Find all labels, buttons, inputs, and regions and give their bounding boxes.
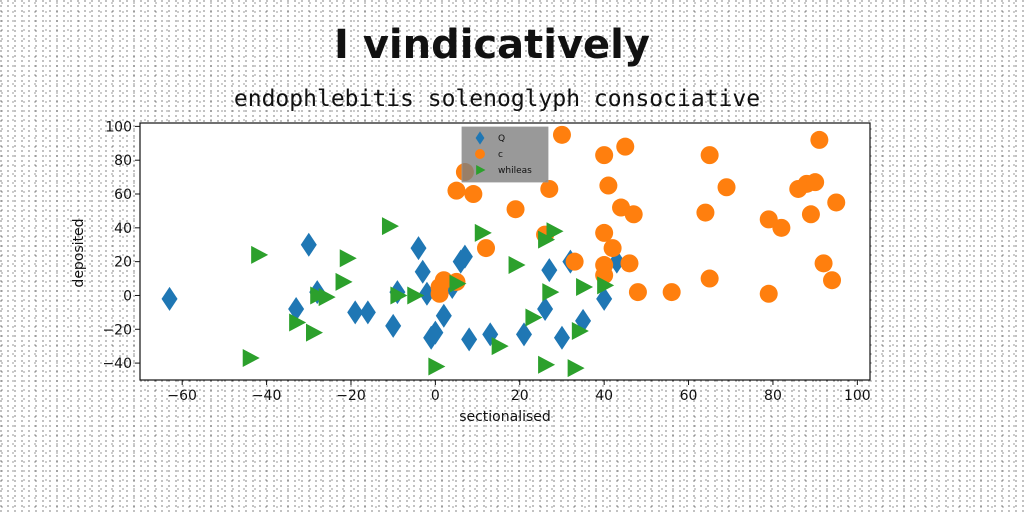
y-tick-label: 80 <box>114 153 132 169</box>
y-axis-ticks: −40 −20 0 20 40 60 80 100 <box>102 119 140 372</box>
data-point <box>772 219 790 237</box>
legend-label: Q <box>498 134 505 144</box>
data-point <box>806 173 824 191</box>
legend-label: c <box>498 150 503 160</box>
legend-label: whileas <box>498 166 532 176</box>
data-point <box>595 224 613 242</box>
y-tick-label: 100 <box>105 119 132 135</box>
data-point <box>595 256 613 274</box>
y-tick-label: 60 <box>114 187 132 203</box>
data-point <box>802 205 820 223</box>
data-point <box>701 146 719 164</box>
data-point <box>827 193 845 211</box>
data-point <box>566 253 584 271</box>
data-point <box>760 285 778 303</box>
data-point <box>599 177 617 195</box>
x-tick-label: 80 <box>764 388 782 404</box>
data-point <box>620 254 638 272</box>
data-point <box>553 126 571 144</box>
data-point <box>616 138 634 156</box>
x-tick-label: 0 <box>431 388 440 404</box>
x-tick-label: −40 <box>252 388 282 404</box>
data-point <box>663 283 681 301</box>
data-point <box>815 254 833 272</box>
data-point <box>810 131 828 149</box>
data-point <box>464 185 482 203</box>
data-point <box>604 239 622 257</box>
x-axis-ticks: −60 −40 −20 0 20 40 60 80 100 <box>167 380 870 404</box>
data-point <box>823 271 841 289</box>
y-tick-label: 40 <box>114 221 132 237</box>
data-point <box>507 200 525 218</box>
legend: Qc whileas <box>462 127 548 182</box>
data-point <box>629 283 647 301</box>
x-axis-label: sectionalised <box>459 409 551 425</box>
legend-marker <box>475 149 485 159</box>
data-point <box>701 270 719 288</box>
data-point <box>477 239 495 257</box>
data-point <box>595 146 613 164</box>
y-tick-label: 0 <box>123 288 132 304</box>
data-point <box>718 178 736 196</box>
y-axis-label: deposited <box>71 218 87 287</box>
data-point <box>696 204 714 222</box>
data-point <box>540 180 558 198</box>
y-tick-label: 20 <box>114 255 132 271</box>
x-tick-label: −20 <box>336 388 366 404</box>
x-tick-label: 60 <box>680 388 698 404</box>
y-tick-label: −20 <box>102 322 132 338</box>
y-tick-label: −40 <box>102 356 132 372</box>
data-point <box>625 205 643 223</box>
x-tick-label: 100 <box>844 388 871 404</box>
x-tick-label: 40 <box>595 388 613 404</box>
data-point <box>447 182 465 200</box>
x-tick-label: 20 <box>511 388 529 404</box>
x-tick-label: −60 <box>167 388 197 404</box>
